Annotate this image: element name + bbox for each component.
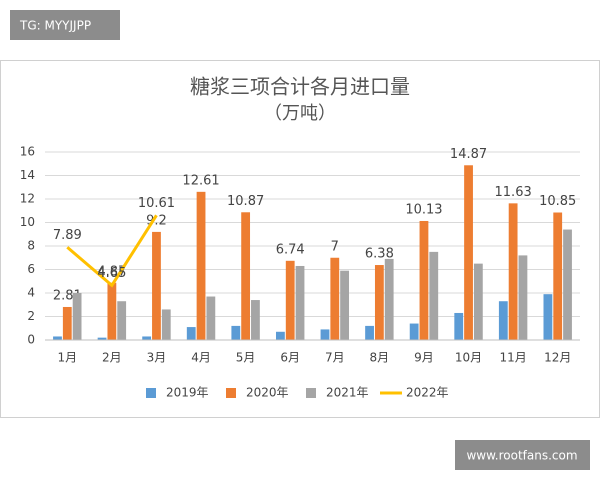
bar xyxy=(142,336,152,340)
x-tick-label: 10月 xyxy=(455,351,482,365)
bar xyxy=(161,309,171,340)
data-label: 10.61 xyxy=(138,196,175,211)
chart-subtitle: （万吨） xyxy=(264,103,336,124)
data-label: 7 xyxy=(331,239,339,254)
watermark: www.rootfans.com xyxy=(466,449,577,463)
bar xyxy=(241,212,251,340)
bar xyxy=(563,229,572,340)
data-label: 10.85 xyxy=(539,194,576,209)
x-tick-label: 9月 xyxy=(414,351,434,365)
x-tick-label: 7月 xyxy=(325,351,345,365)
y-tick-label: 0 xyxy=(27,333,35,347)
bar xyxy=(53,336,62,340)
bar xyxy=(231,325,241,340)
data-label: 10.87 xyxy=(227,194,264,209)
x-tick-label: 11月 xyxy=(499,351,526,365)
legend-swatch xyxy=(306,388,316,398)
chart-frame xyxy=(0,60,600,418)
x-tick-label: 8月 xyxy=(370,351,390,365)
legend-swatch xyxy=(146,388,156,398)
x-tick-label: 2月 xyxy=(102,351,122,365)
x-tick-label: 3月 xyxy=(147,351,167,365)
x-tick-label: 1月 xyxy=(57,351,77,365)
bar xyxy=(498,301,508,340)
watermark-box xyxy=(10,10,120,40)
data-label: 7.89 xyxy=(53,228,82,243)
bar xyxy=(384,258,394,340)
bar xyxy=(196,191,206,340)
x-tick-label: 12月 xyxy=(544,351,571,365)
legend-label: 2020年 xyxy=(246,386,289,400)
x-tick-label: 6月 xyxy=(280,351,300,365)
line xyxy=(66,214,158,288)
bar xyxy=(251,300,260,340)
bar xyxy=(275,331,285,340)
y-tick-label: 4 xyxy=(27,286,35,300)
y-tick-label: 6 xyxy=(27,262,35,276)
y-tick-label: 8 xyxy=(27,239,35,253)
bar xyxy=(295,265,305,340)
y-tick-label: 12 xyxy=(20,192,35,206)
bar xyxy=(419,220,429,340)
bar xyxy=(473,263,483,340)
bar xyxy=(518,255,528,340)
bar xyxy=(429,251,439,340)
data-label: 6.38 xyxy=(365,247,394,262)
bar xyxy=(508,203,518,340)
data-label: 12.61 xyxy=(182,173,219,188)
legend-label: 2019年 xyxy=(166,386,209,400)
legend-label: 2021年 xyxy=(326,386,369,400)
data-label: 14.87 xyxy=(450,147,487,162)
chart-title: 糖浆三项合计各月进口量 xyxy=(190,75,410,99)
bar xyxy=(330,257,340,340)
y-tick-label: 16 xyxy=(20,145,35,159)
x-tick-label: 5月 xyxy=(236,351,256,365)
bar xyxy=(365,325,374,340)
bar xyxy=(62,306,72,340)
bar xyxy=(186,327,196,340)
bar xyxy=(285,260,295,340)
watermark: TG: MYYJJPP xyxy=(19,19,91,33)
bar xyxy=(409,323,419,340)
bar xyxy=(454,312,464,340)
bar xyxy=(107,282,117,340)
data-label: 4.65 xyxy=(97,266,126,281)
data-label: 10.13 xyxy=(405,202,442,217)
watermark-box xyxy=(455,440,590,470)
bar xyxy=(340,270,350,340)
y-tick-label: 14 xyxy=(20,168,35,182)
data-label: 6.74 xyxy=(276,242,305,257)
data-label: 11.63 xyxy=(495,185,532,200)
bar xyxy=(97,337,107,340)
bar xyxy=(206,296,216,340)
legend-swatch xyxy=(226,388,236,398)
bar xyxy=(374,265,384,340)
x-tick-label: 4月 xyxy=(191,351,211,365)
bar xyxy=(464,165,473,340)
y-tick-label: 10 xyxy=(20,215,35,229)
legend-label: 2022年 xyxy=(406,386,449,400)
bar xyxy=(320,329,330,340)
bar xyxy=(543,294,553,340)
y-tick-label: 2 xyxy=(27,309,35,323)
bar xyxy=(553,212,563,340)
bar xyxy=(152,231,161,340)
bar xyxy=(72,293,82,340)
bar xyxy=(117,301,127,340)
